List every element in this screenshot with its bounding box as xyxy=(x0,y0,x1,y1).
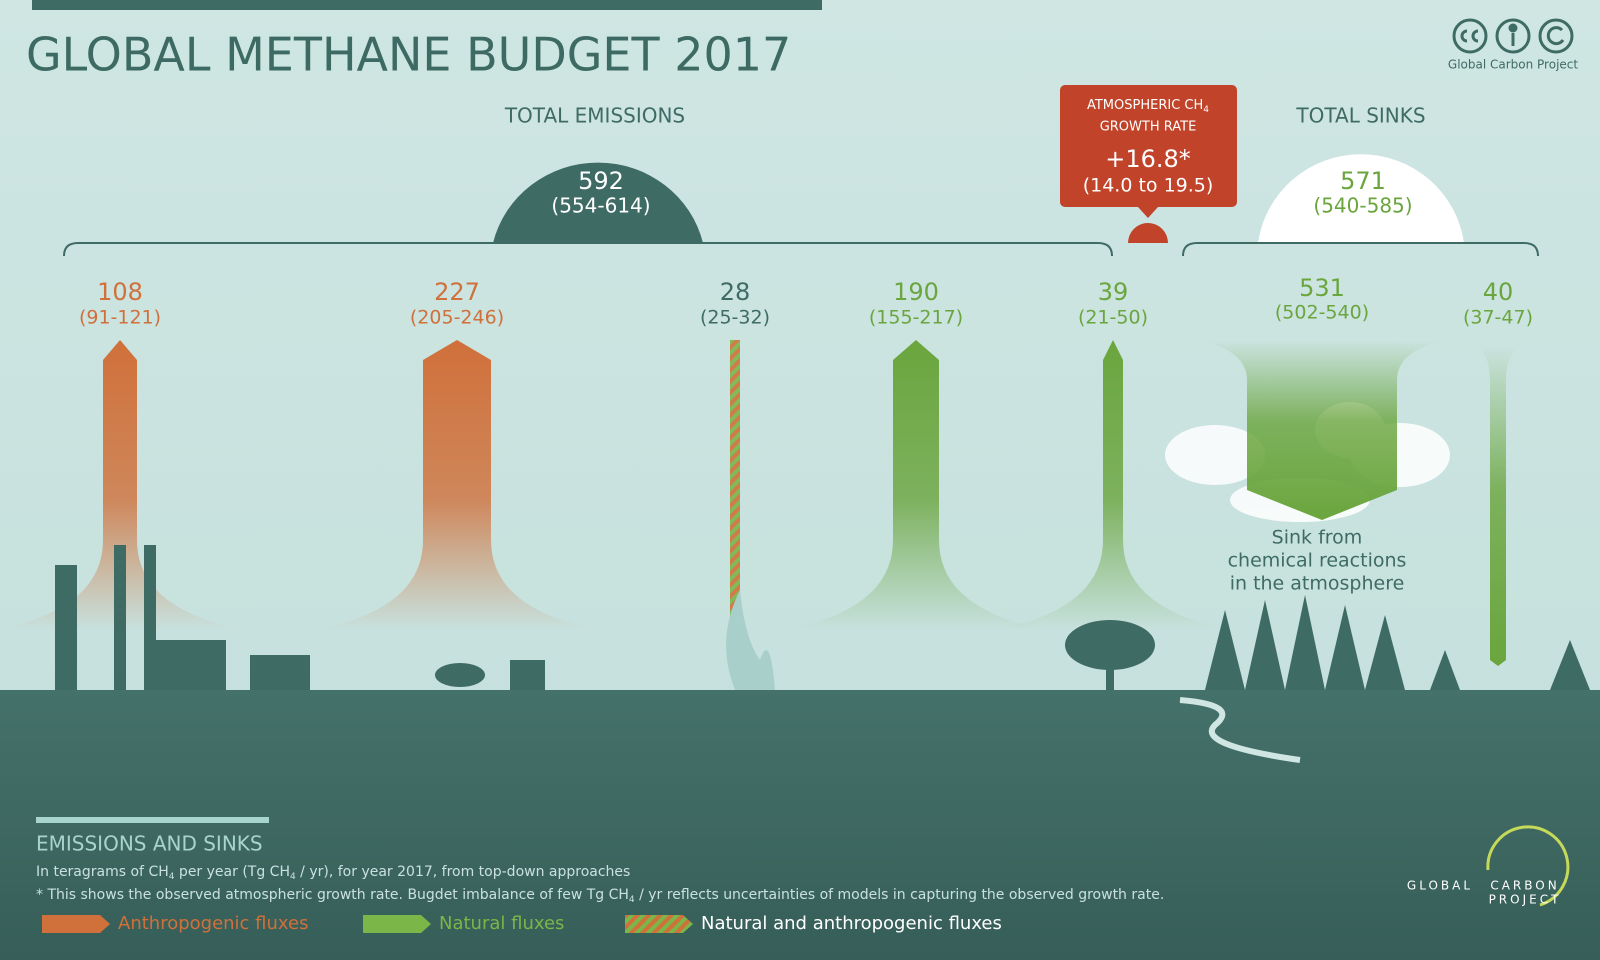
logo-text: GLOBAL xyxy=(1407,879,1473,893)
flux-range: (91-121) xyxy=(79,307,161,329)
logo-text: CARBON xyxy=(1490,879,1559,893)
sink-arrow xyxy=(1476,345,1520,666)
flux-range: (21-50) xyxy=(1078,307,1148,329)
flux-arrow xyxy=(993,340,1233,630)
logo-text: PROJECT xyxy=(1489,893,1562,907)
units-text: per year (Tg CH xyxy=(174,864,290,880)
growth-label: GROWTH RATE xyxy=(1100,120,1197,135)
flux-range: (155-217) xyxy=(869,307,963,329)
growth-marker xyxy=(1128,223,1168,243)
flux-arrow xyxy=(730,340,740,650)
flux-value: 227 xyxy=(434,278,480,306)
fire xyxy=(726,590,775,690)
license-icons xyxy=(1452,18,1574,54)
total-emissions-label: TOTAL EMISSIONS xyxy=(504,104,685,128)
sinks-bracket xyxy=(1182,242,1539,257)
flux-arrow xyxy=(783,340,1049,630)
sink-range: (37-47) xyxy=(1463,307,1533,329)
flux-arrow xyxy=(313,340,601,630)
flux-value: 28 xyxy=(720,278,751,306)
total-emissions-value: 592 xyxy=(578,167,624,195)
growth-label: ATMOSPHERIC CH4 xyxy=(1087,98,1209,115)
top-bar xyxy=(32,0,822,10)
sink-value: 40 xyxy=(1483,278,1514,306)
emissions-dome xyxy=(493,162,703,243)
units-text: In teragrams of CH xyxy=(36,864,169,880)
flux-arrow xyxy=(0,340,247,630)
sink-label: Sink from xyxy=(1272,527,1363,549)
river xyxy=(1179,697,1301,763)
flux-range: (205-246) xyxy=(410,307,504,329)
growth-note: * This shows the observed atmospheric gr… xyxy=(36,887,1164,905)
flux-value: 190 xyxy=(893,278,939,306)
units-sub: 4 xyxy=(290,872,296,882)
sink-value: 531 xyxy=(1299,274,1345,302)
legend: Anthropogenic fluxes Natural fluxes Natura… xyxy=(42,913,1002,934)
units-sub: 4 xyxy=(169,872,175,882)
total-emissions-range: (554-614) xyxy=(551,194,650,218)
note-text: * This shows the observed atmospheric gr… xyxy=(36,887,629,903)
flux-value: 108 xyxy=(97,278,143,306)
total-sinks-label: TOTAL SINKS xyxy=(1295,104,1425,128)
growth-label-sub: 4 xyxy=(1203,105,1209,115)
legend-swatch xyxy=(42,915,110,933)
growth-rate: ATMOSPHERIC CH4 GROWTH RATE +16.8* (14.0… xyxy=(1060,85,1237,243)
total-sinks-value: 571 xyxy=(1340,167,1386,195)
legend-label: Natural and anthropogenic fluxes xyxy=(701,913,1002,934)
growth-range: (14.0 to 19.5) xyxy=(1083,175,1214,197)
sinks-dome xyxy=(1258,154,1464,243)
gcp-logo: GLOBAL CARBON PROJECT xyxy=(1407,825,1570,907)
legend-swatch xyxy=(363,915,431,933)
legend-swatch xyxy=(625,915,693,933)
ground xyxy=(0,690,1600,960)
legend-label: Natural fluxes xyxy=(439,913,564,934)
sink-label: in the atmosphere xyxy=(1230,573,1405,595)
sink-arrow xyxy=(1197,340,1447,520)
emissions-bracket xyxy=(63,242,1113,257)
legend-label: Anthropogenic fluxes xyxy=(118,913,308,934)
sink-range: (502-540) xyxy=(1275,302,1369,324)
footer-heading: EMISSIONS AND SINKS xyxy=(36,832,263,856)
flux-range: (25-32) xyxy=(700,307,770,329)
credit: Global Carbon Project xyxy=(1448,58,1578,72)
growth-box xyxy=(1060,85,1237,207)
title: GLOBAL METHANE BUDGET 2017 xyxy=(26,28,791,82)
sink-label: chemical reactions xyxy=(1228,550,1407,572)
landscape xyxy=(55,545,1590,690)
units-text: / yr), for year 2017, from top-down appr… xyxy=(296,864,631,880)
total-sinks-range: (540-585) xyxy=(1313,194,1412,218)
growth-label-text: ATMOSPHERIC CH xyxy=(1087,98,1203,113)
growth-value: +16.8* xyxy=(1105,145,1191,173)
growth-pointer xyxy=(1138,207,1158,218)
flux-value: 39 xyxy=(1098,278,1129,306)
note-sub: 4 xyxy=(629,895,635,905)
units-note: In teragrams of CH4 per year (Tg CH4 / y… xyxy=(36,864,630,882)
note-text: / yr reflects uncertainties of models in… xyxy=(635,887,1165,903)
